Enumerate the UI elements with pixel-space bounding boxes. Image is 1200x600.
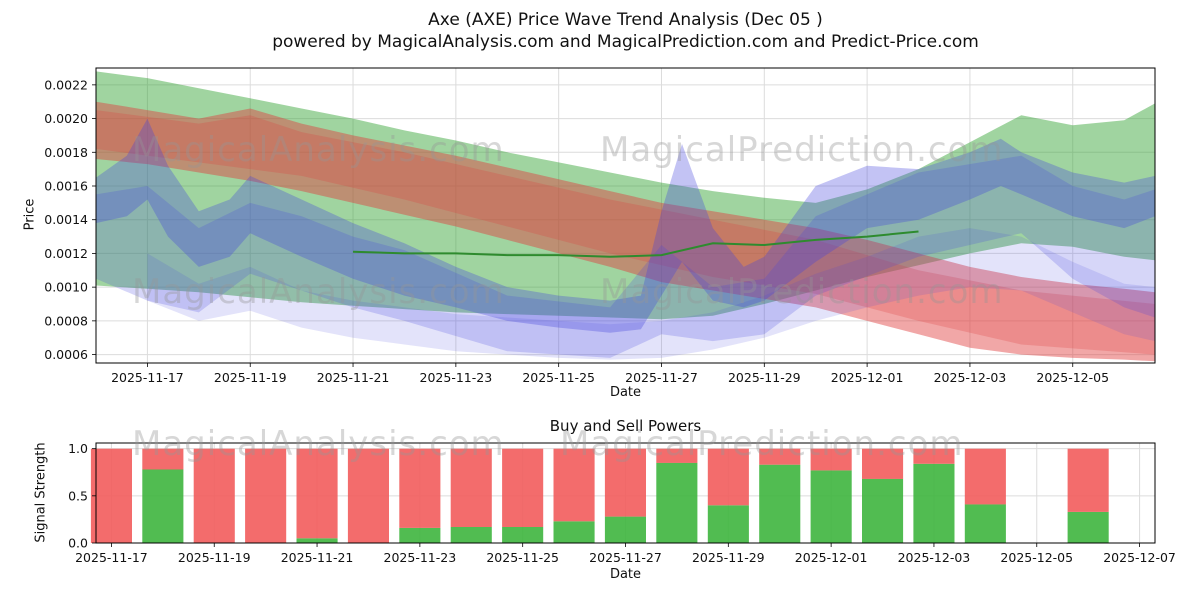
sell-power-bar (90, 448, 132, 543)
buy-power-bar (759, 464, 801, 543)
y-tick-label: 0.0006 (44, 347, 88, 362)
signal-chart-title: Buy and Sell Powers (549, 417, 702, 435)
x-tick-label: 2025-11-23 (420, 370, 493, 385)
x-tick-label: 2025-12-01 (795, 550, 868, 565)
buy-power-bar (964, 504, 1006, 543)
sell-power-bar (450, 448, 492, 527)
red-trend-band-outer (96, 101, 1155, 362)
y-tick-label: 0.0018 (44, 145, 88, 160)
buy-power-bar (656, 462, 698, 543)
sell-power-bar (347, 448, 389, 543)
buy-power-bar (707, 505, 749, 543)
x-tick-label: 2025-12-07 (1103, 550, 1176, 565)
sell-power-bar (604, 448, 646, 517)
x-tick-label: 2025-11-25 (486, 550, 559, 565)
signal-chart: 0.0 0.5 1.0 2025-11-17 2025-11-19 2025-11-21 2… (68, 441, 1176, 565)
x-tick-label: 2025-11-19 (214, 370, 287, 385)
sell-power-bar (862, 448, 904, 479)
y-tick-label: 0.0 (68, 536, 88, 551)
sell-power-bar (964, 448, 1006, 505)
chart-subtitle: powered by MagicalAnalysis.com and Magic… (272, 32, 979, 52)
buy-power-bar (450, 527, 492, 543)
sell-power-bar (759, 448, 801, 465)
sell-power-bar (399, 448, 441, 528)
x-tick-label: 2025-11-17 (111, 370, 184, 385)
y-tick-label: 0.0022 (44, 77, 88, 92)
x-tick-label: 2025-11-21 (317, 370, 390, 385)
sell-power-bar (193, 448, 235, 543)
x-tick-label: 2025-11-27 (589, 550, 662, 565)
y-tick-label: 0.0020 (44, 111, 88, 126)
buy-power-bar (810, 470, 852, 543)
chart-title: Axe (AXE) Price Wave Trend Analysis (Dec… (428, 10, 823, 30)
green-forecast-band (96, 71, 1155, 320)
red-trend-band-inner (96, 110, 1155, 355)
x-tick-label: 2025-12-01 (831, 370, 904, 385)
x-tick-label: 2025-11-23 (384, 550, 457, 565)
blue-wave-band-secondary (96, 155, 1155, 358)
buy-power-bar (913, 463, 955, 543)
y-tick-label: 0.0016 (44, 179, 88, 194)
buy-power-bar (399, 527, 441, 543)
buy-power-bar (553, 521, 595, 543)
sell-power-bar (553, 448, 595, 522)
buy-power-bar (502, 527, 544, 543)
x-tick-label: 2025-12-05 (1036, 370, 1109, 385)
sell-power-bar (296, 448, 338, 539)
x-tick-label: 2025-11-19 (178, 550, 251, 565)
sell-power-bar (502, 448, 544, 527)
y-tick-label: 0.0012 (44, 246, 88, 261)
buy-power-bar (604, 516, 646, 543)
x-tick-label: 2025-11-27 (625, 370, 698, 385)
sell-power-bar (656, 448, 698, 463)
sell-power-bar (142, 448, 184, 470)
x-tick-label: 2025-11-17 (75, 550, 148, 565)
date-axis-label-bottom: Date (609, 567, 642, 582)
date-axis-label-top: Date (609, 385, 642, 400)
sell-power-bar (245, 448, 287, 543)
x-tick-label: 2025-11-21 (281, 550, 354, 565)
x-tick-label: 2025-12-05 (1000, 550, 1073, 565)
buy-power-bar (862, 478, 904, 543)
price-chart: 0.0006 0.0008 0.0010 0.0012 0.0014 0.0016 0.00… (44, 67, 1156, 385)
buy-power-bar (1067, 511, 1109, 543)
mid-trend-line (352, 230, 919, 258)
y-tick-label: 0.0010 (44, 280, 88, 295)
y-tick-label: 0.0014 (44, 212, 88, 227)
x-tick-label: 2025-11-29 (728, 370, 801, 385)
x-tick-label: 2025-12-03 (898, 550, 971, 565)
sell-power-bar (810, 448, 852, 471)
signal-plot-frame (95, 442, 1156, 544)
x-tick-label: 2025-11-29 (692, 550, 765, 565)
y-tick-label: 0.0008 (44, 313, 88, 328)
sell-power-bar (913, 448, 955, 464)
buy-power-bar (296, 538, 338, 543)
blue-wave-band-low (147, 228, 1155, 360)
y-tick-label: 1.0 (68, 441, 88, 456)
sell-power-bar (707, 448, 749, 506)
blue-wave-band-primary (96, 118, 1155, 333)
y-tick-label: 0.5 (68, 488, 88, 503)
buy-power-bar (142, 469, 184, 543)
price-plot-frame (95, 67, 1156, 364)
x-tick-label: 2025-12-03 (934, 370, 1007, 385)
sell-power-bar (1067, 448, 1109, 512)
x-tick-label: 2025-11-25 (522, 370, 595, 385)
